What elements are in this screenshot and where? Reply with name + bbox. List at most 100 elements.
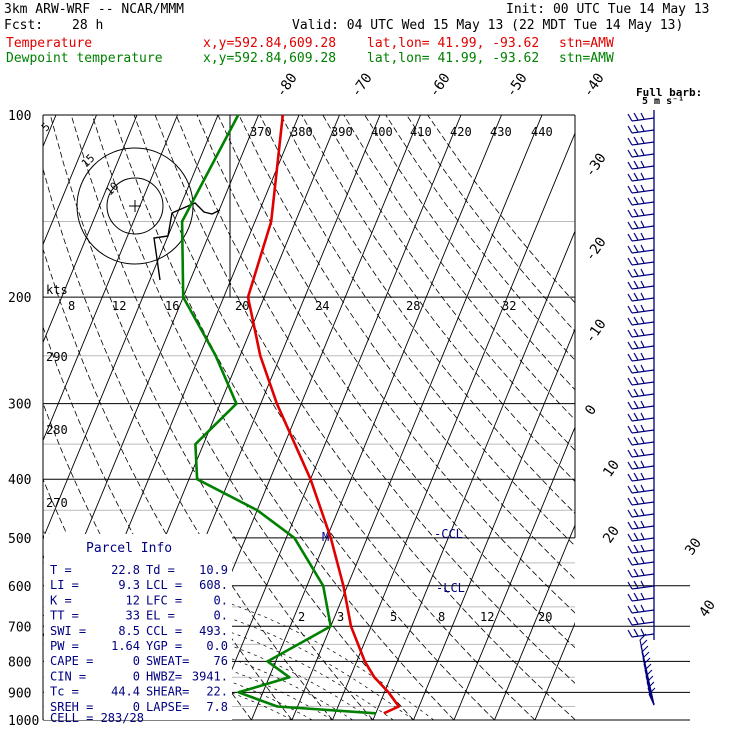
wind-barb-flag: [631, 117, 655, 122]
mixing-temp-label: 32: [502, 299, 516, 313]
parcel-param-label: HWBZ=: [146, 669, 182, 683]
wind-barb-flag: [640, 448, 645, 456]
isotherm-line: [372, 229, 575, 720]
wind-barb-flag: [627, 461, 633, 470]
wind-barb-flag: [631, 489, 655, 494]
dry-adiabat-line: [175, 115, 575, 684]
parcel-param-label: SWI =: [50, 624, 86, 638]
parcel-param-label: LAPSE=: [146, 700, 189, 714]
wind-barb-flag: [627, 377, 633, 386]
wind-barb: [627, 304, 655, 314]
wind-barb-flag: [640, 256, 645, 264]
dry-adiabat-line: [91, 115, 455, 720]
wind-barb-flag: [640, 352, 645, 360]
mixing-ratio-label: 12: [480, 610, 494, 624]
wind-barb-flag: [633, 256, 639, 265]
wind-barb: [627, 484, 655, 494]
wind-barb-flag: [631, 369, 655, 374]
wind-barb-flag: [627, 293, 633, 302]
parcel-param-value: 44.4: [111, 685, 140, 699]
wind-barb-flag: [631, 453, 655, 458]
moist-adiabat-line: [43, 576, 374, 720]
wind-barb-flag: [640, 172, 645, 180]
wind-barb-lower: [646, 675, 654, 683]
parcel-cell-motion: CELL = 283/28: [50, 711, 144, 725]
wind-barb-flag: [640, 244, 645, 252]
parcel-param-label: K =: [50, 593, 72, 607]
wind-barb-flag: [633, 508, 639, 517]
wind-barb-flag: [631, 141, 655, 146]
wind-barb-flag: [627, 245, 633, 254]
model-title: 3km ARW-WRF -- NCAR/MMM: [4, 2, 185, 17]
parcel-param-label: SHEAR=: [146, 685, 189, 699]
wind-barb-flag: [631, 285, 655, 290]
wind-barb: [627, 436, 655, 446]
wind-barb-flag: [627, 341, 633, 350]
init-time: Init: 00 UTC Tue 14 May 13: [506, 2, 710, 17]
pressure-tick-label: 900: [8, 686, 31, 701]
wind-barb-flag: [631, 573, 655, 578]
wind-barb: [627, 580, 655, 590]
wind-barb-flag: [627, 533, 633, 542]
wind-barb-flag: [633, 244, 639, 253]
wind-barb-flag: [631, 537, 655, 542]
mixing-temp-label: 16: [165, 299, 179, 313]
wind-barb-flag: [633, 592, 639, 601]
parcel-param-label: EL =: [146, 609, 175, 623]
parcel-param-value: 0.: [214, 609, 228, 623]
wind-barb-flag: [640, 148, 645, 156]
dewpoint-latlon: lat,lon= 41.99, -93.62: [367, 51, 540, 66]
wind-barb-flag: [640, 208, 645, 216]
valid-time: Valid: 04 UTC Wed 15 May 13 (22 MDT Tue …: [292, 18, 684, 33]
wind-barb-flag: [627, 365, 633, 374]
hodograph-ring: [106, 177, 164, 235]
wind-barb-flag: [627, 473, 633, 482]
parcel-param-label: CCL =: [146, 624, 182, 638]
wind-barb-flag: [627, 185, 633, 194]
wind-barb-flag: [627, 581, 633, 590]
pressure-tick-label: 200: [8, 291, 31, 306]
wind-barb-flag: [627, 125, 633, 134]
dry-adiabat-line: [301, 115, 575, 483]
wind-barb: [627, 472, 655, 482]
theta-label: 420: [450, 125, 472, 139]
parcel-param-value: 0: [133, 654, 140, 668]
wind-barb: [627, 280, 655, 290]
wind-barb-flag: [627, 221, 633, 230]
wind-barb-flag: [633, 448, 639, 457]
lcl-annotation: -LCL: [436, 581, 465, 595]
wind-barb-lower: [642, 651, 650, 659]
wind-barb: [627, 352, 655, 362]
wind-barb-flag: [631, 405, 655, 410]
wind-barb-flag: [633, 136, 639, 145]
wind-barb-flag: [631, 189, 655, 194]
wind-barb: [627, 232, 655, 242]
wind-barb: [627, 376, 655, 386]
dry-adiabat-line: [133, 115, 536, 720]
theta-label: 390: [331, 125, 353, 139]
wind-barb-flag: [627, 353, 633, 362]
wind-barb-flag: [631, 561, 655, 566]
parcel-param-value: 7.8: [206, 700, 228, 714]
wind-barb-flag: [640, 160, 645, 168]
wind-barb-flag: [633, 280, 639, 289]
theta-left-label: 290: [46, 350, 68, 364]
wind-barb: [627, 424, 655, 434]
parcel-param-value: 12: [126, 593, 140, 607]
moist-adiabat-line: [43, 531, 435, 720]
pressure-tick-label: 600: [8, 580, 31, 595]
wind-barb-flag: [640, 412, 645, 420]
wind-barb-flag: [631, 585, 655, 590]
parcel-param-label: CIN =: [50, 669, 86, 683]
wind-barb-flag: [627, 413, 633, 422]
wind-barb: [627, 160, 655, 170]
wind-barb-flag: [627, 449, 633, 458]
wind-barb-flag: [633, 496, 639, 505]
wind-barb-flag: [640, 484, 645, 492]
wind-barb-flag: [627, 521, 633, 530]
parcel-param-label: TT =: [50, 609, 79, 623]
mixing-ratio-label: 2: [298, 610, 305, 624]
wind-barb-flag: [640, 376, 645, 384]
pressure-tick-label: 100: [8, 109, 31, 124]
wind-barb: [627, 220, 655, 230]
